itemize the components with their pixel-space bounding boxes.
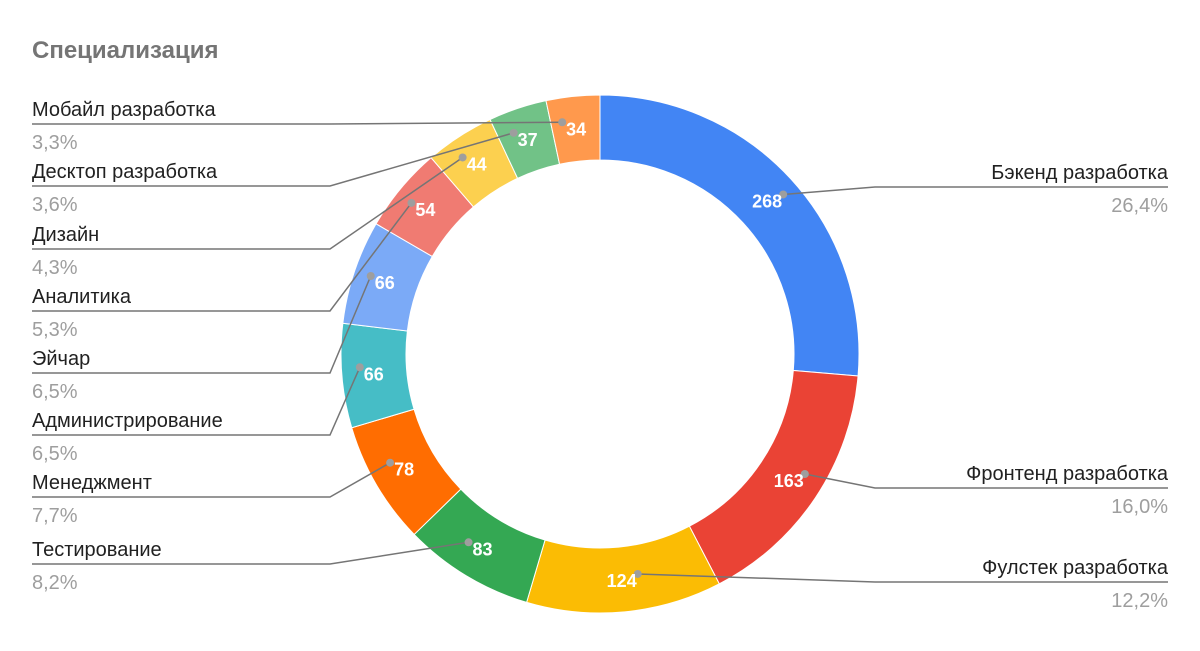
percent-label: 6,5% (32, 381, 78, 403)
value-label: 34 (566, 119, 586, 139)
value-label: 66 (364, 364, 384, 384)
leader-dot (407, 198, 416, 207)
leader-dot (558, 118, 567, 127)
donut-slice (525, 525, 721, 614)
leader-line (783, 186, 1168, 196)
donut-slice (599, 94, 860, 377)
value-label: 268 (752, 191, 782, 211)
percent-label: 8,2% (32, 572, 78, 594)
leader-line (32, 366, 361, 436)
category-label: Менеджмент (32, 472, 152, 494)
percent-label: 4,3% (32, 257, 78, 279)
value-label: 54 (415, 200, 435, 220)
leader-line (804, 473, 1168, 489)
leader-dot (366, 271, 375, 280)
percent-label: 3,6% (32, 194, 78, 216)
leader-line (32, 132, 514, 187)
value-label: 66 (375, 273, 395, 293)
leader-line (32, 541, 469, 565)
leader-line (32, 121, 563, 125)
value-label: 37 (518, 130, 538, 150)
value-label: 163 (774, 471, 804, 491)
percent-label: 7,7% (32, 505, 78, 527)
leader-dot (355, 363, 364, 372)
value-label: 83 (473, 539, 493, 559)
leader-dot (386, 458, 395, 467)
percent-label: 3,3% (32, 132, 78, 154)
leader-dot (458, 153, 467, 162)
category-label: Десктоп разработка (32, 161, 218, 183)
leader-dot (464, 538, 473, 547)
percent-label: 12,2% (1111, 590, 1168, 612)
value-label: 44 (467, 154, 487, 174)
percent-label: 26,4% (1111, 195, 1168, 217)
percent-label: 6,5% (32, 443, 78, 465)
percent-label: 16,0% (1111, 496, 1168, 518)
leader-line (637, 573, 1168, 583)
leader-dot (779, 190, 788, 199)
leader-line (32, 275, 372, 374)
leader-dot (800, 470, 809, 479)
donut-slice (545, 94, 601, 165)
leader-line (32, 202, 413, 312)
category-label: Бэкенд разработка (991, 162, 1169, 184)
value-label: 124 (607, 571, 637, 591)
category-label: Аналитика (32, 286, 132, 308)
value-label: 78 (394, 460, 414, 480)
chart-title: Специализация (32, 37, 219, 64)
leader-dot (633, 569, 642, 578)
leader-dot (509, 128, 518, 137)
category-label: Дизайн (32, 224, 99, 246)
category-label: Фронтенд разработка (966, 463, 1169, 485)
leader-line (32, 156, 464, 250)
category-label: Мобайл разработка (32, 99, 216, 121)
category-label: Тестирование (32, 539, 162, 561)
category-label: Эйчар (32, 348, 90, 370)
category-label: Администрирование (32, 410, 223, 432)
category-label: Фулстек разработка (982, 557, 1169, 579)
percent-label: 5,3% (32, 319, 78, 341)
leader-line (32, 462, 391, 498)
